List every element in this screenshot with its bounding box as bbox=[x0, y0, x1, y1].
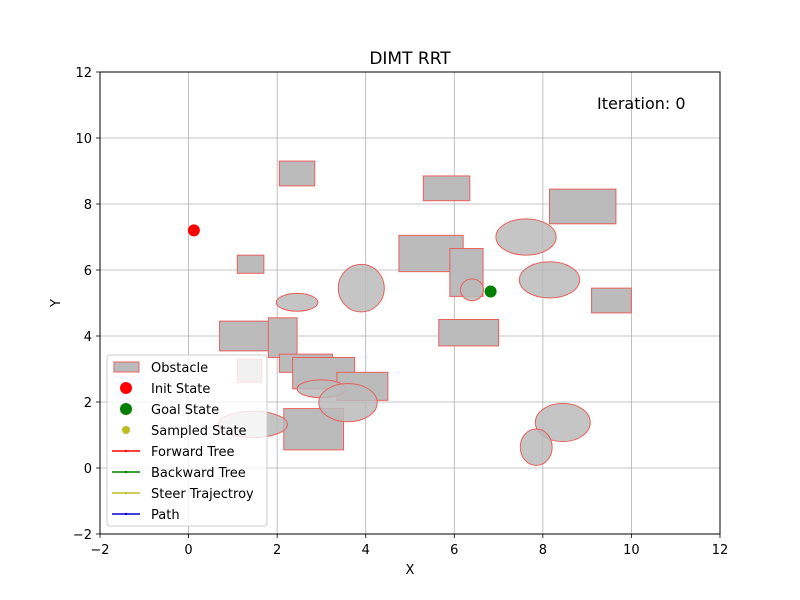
ellipse-obstacle bbox=[495, 218, 557, 256]
chart-title: DIMT RRT bbox=[369, 49, 451, 69]
y-tick-label: 8 bbox=[84, 198, 92, 213]
rect-obstacle bbox=[422, 175, 471, 202]
legend-line-dot bbox=[124, 470, 128, 474]
ellipse-obstacle bbox=[519, 428, 553, 466]
legend-label: Steer Trajectroy bbox=[151, 487, 254, 502]
legend-label: Path bbox=[151, 508, 180, 523]
legend-label: Obstacle bbox=[151, 361, 208, 376]
rect-obstacle bbox=[591, 287, 632, 314]
rect-obstacle bbox=[219, 320, 278, 352]
init-state-marker bbox=[187, 224, 200, 237]
rect-obstacle bbox=[236, 254, 265, 274]
x-tick-label: 12 bbox=[712, 543, 729, 558]
x-axis-label: X bbox=[406, 563, 415, 578]
legend-box bbox=[106, 354, 268, 527]
obstacles bbox=[217, 160, 632, 466]
plot-frame bbox=[99, 71, 721, 535]
legend: Obstacle Init State Goal State Sampled Stat… bbox=[106, 354, 268, 527]
y-tick-label: 10 bbox=[75, 132, 92, 147]
legend-patch-obstacle bbox=[113, 361, 140, 373]
y-tick-label: 6 bbox=[84, 264, 92, 279]
goal-state-marker bbox=[484, 285, 497, 298]
legend-line-dot bbox=[124, 491, 128, 495]
x-tick-label: 0 bbox=[184, 543, 192, 558]
legend-label: Sampled State bbox=[151, 424, 247, 439]
ellipse-obstacle bbox=[337, 263, 385, 313]
legend-label: Init State bbox=[151, 382, 210, 397]
legend-marker bbox=[120, 403, 132, 415]
x-tick-label: 10 bbox=[623, 543, 640, 558]
y-tick-label: 0 bbox=[84, 462, 92, 477]
y-tick-label: 12 bbox=[75, 66, 92, 81]
rect-obstacle bbox=[267, 317, 298, 358]
x-tick-label: −2 bbox=[90, 543, 109, 558]
ellipse-obstacle bbox=[534, 402, 591, 443]
x-tick-label: 2 bbox=[273, 543, 281, 558]
y-tick-label: −2 bbox=[73, 528, 92, 543]
axis-ticks: −2 0 2 4 6 8 10 12 −2 0 2 4 6 8 10 12 bbox=[73, 66, 728, 558]
x-tick-label: 4 bbox=[362, 543, 370, 558]
ellipse-obstacle bbox=[318, 383, 378, 423]
y-tick-label: 4 bbox=[84, 330, 92, 345]
y-tick-label: 2 bbox=[84, 396, 92, 411]
ellipse-obstacle bbox=[459, 278, 485, 302]
legend-label: Goal State bbox=[151, 403, 219, 418]
legend-line-dot bbox=[124, 449, 128, 453]
legend-marker bbox=[120, 382, 132, 394]
rect-obstacle bbox=[549, 188, 617, 225]
rect-obstacle bbox=[278, 160, 316, 187]
legend-label: Forward Tree bbox=[151, 445, 235, 460]
iteration-annotation: Iteration: 0 bbox=[597, 94, 686, 113]
rect-obstacle bbox=[438, 319, 500, 347]
legend-marker-small bbox=[122, 426, 130, 434]
x-tick-label: 6 bbox=[450, 543, 458, 558]
legend-line-dot bbox=[124, 512, 128, 516]
ellipse-obstacle bbox=[518, 261, 581, 299]
legend-label: Backward Tree bbox=[151, 466, 246, 481]
y-axis-label: Y bbox=[49, 299, 64, 308]
states bbox=[187, 224, 497, 298]
x-tick-label: 8 bbox=[539, 543, 547, 558]
ellipse-obstacle bbox=[275, 292, 319, 312]
